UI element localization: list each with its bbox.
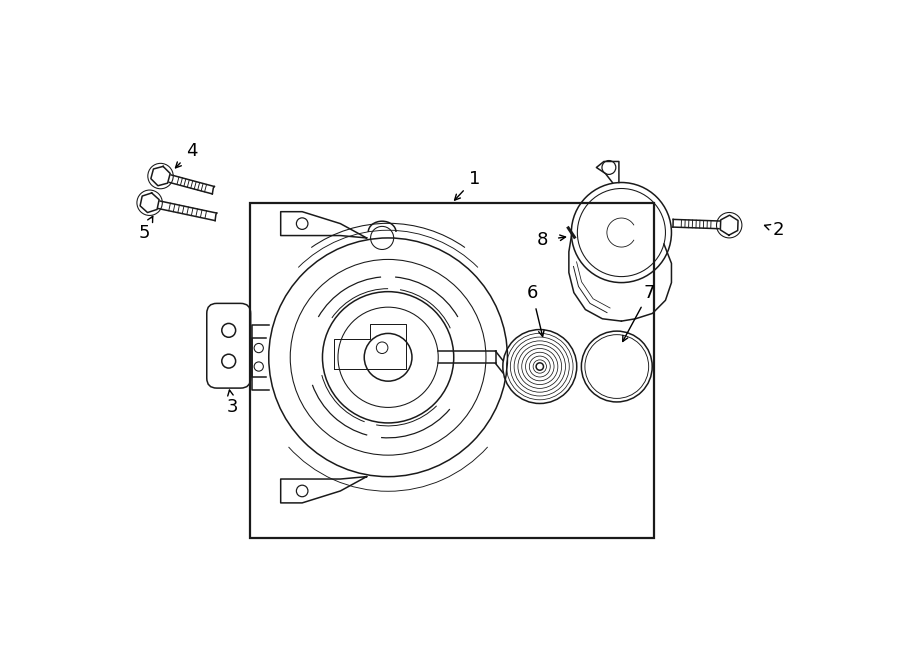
Text: 3: 3 [227,399,239,416]
Text: 5: 5 [139,223,149,241]
Text: 1: 1 [469,170,481,188]
Text: 8: 8 [536,231,548,249]
Bar [249,204,653,538]
Text: 7: 7 [644,284,655,301]
Text: 6: 6 [526,284,538,301]
Text: 2: 2 [773,221,784,239]
Text: 4: 4 [186,142,197,160]
